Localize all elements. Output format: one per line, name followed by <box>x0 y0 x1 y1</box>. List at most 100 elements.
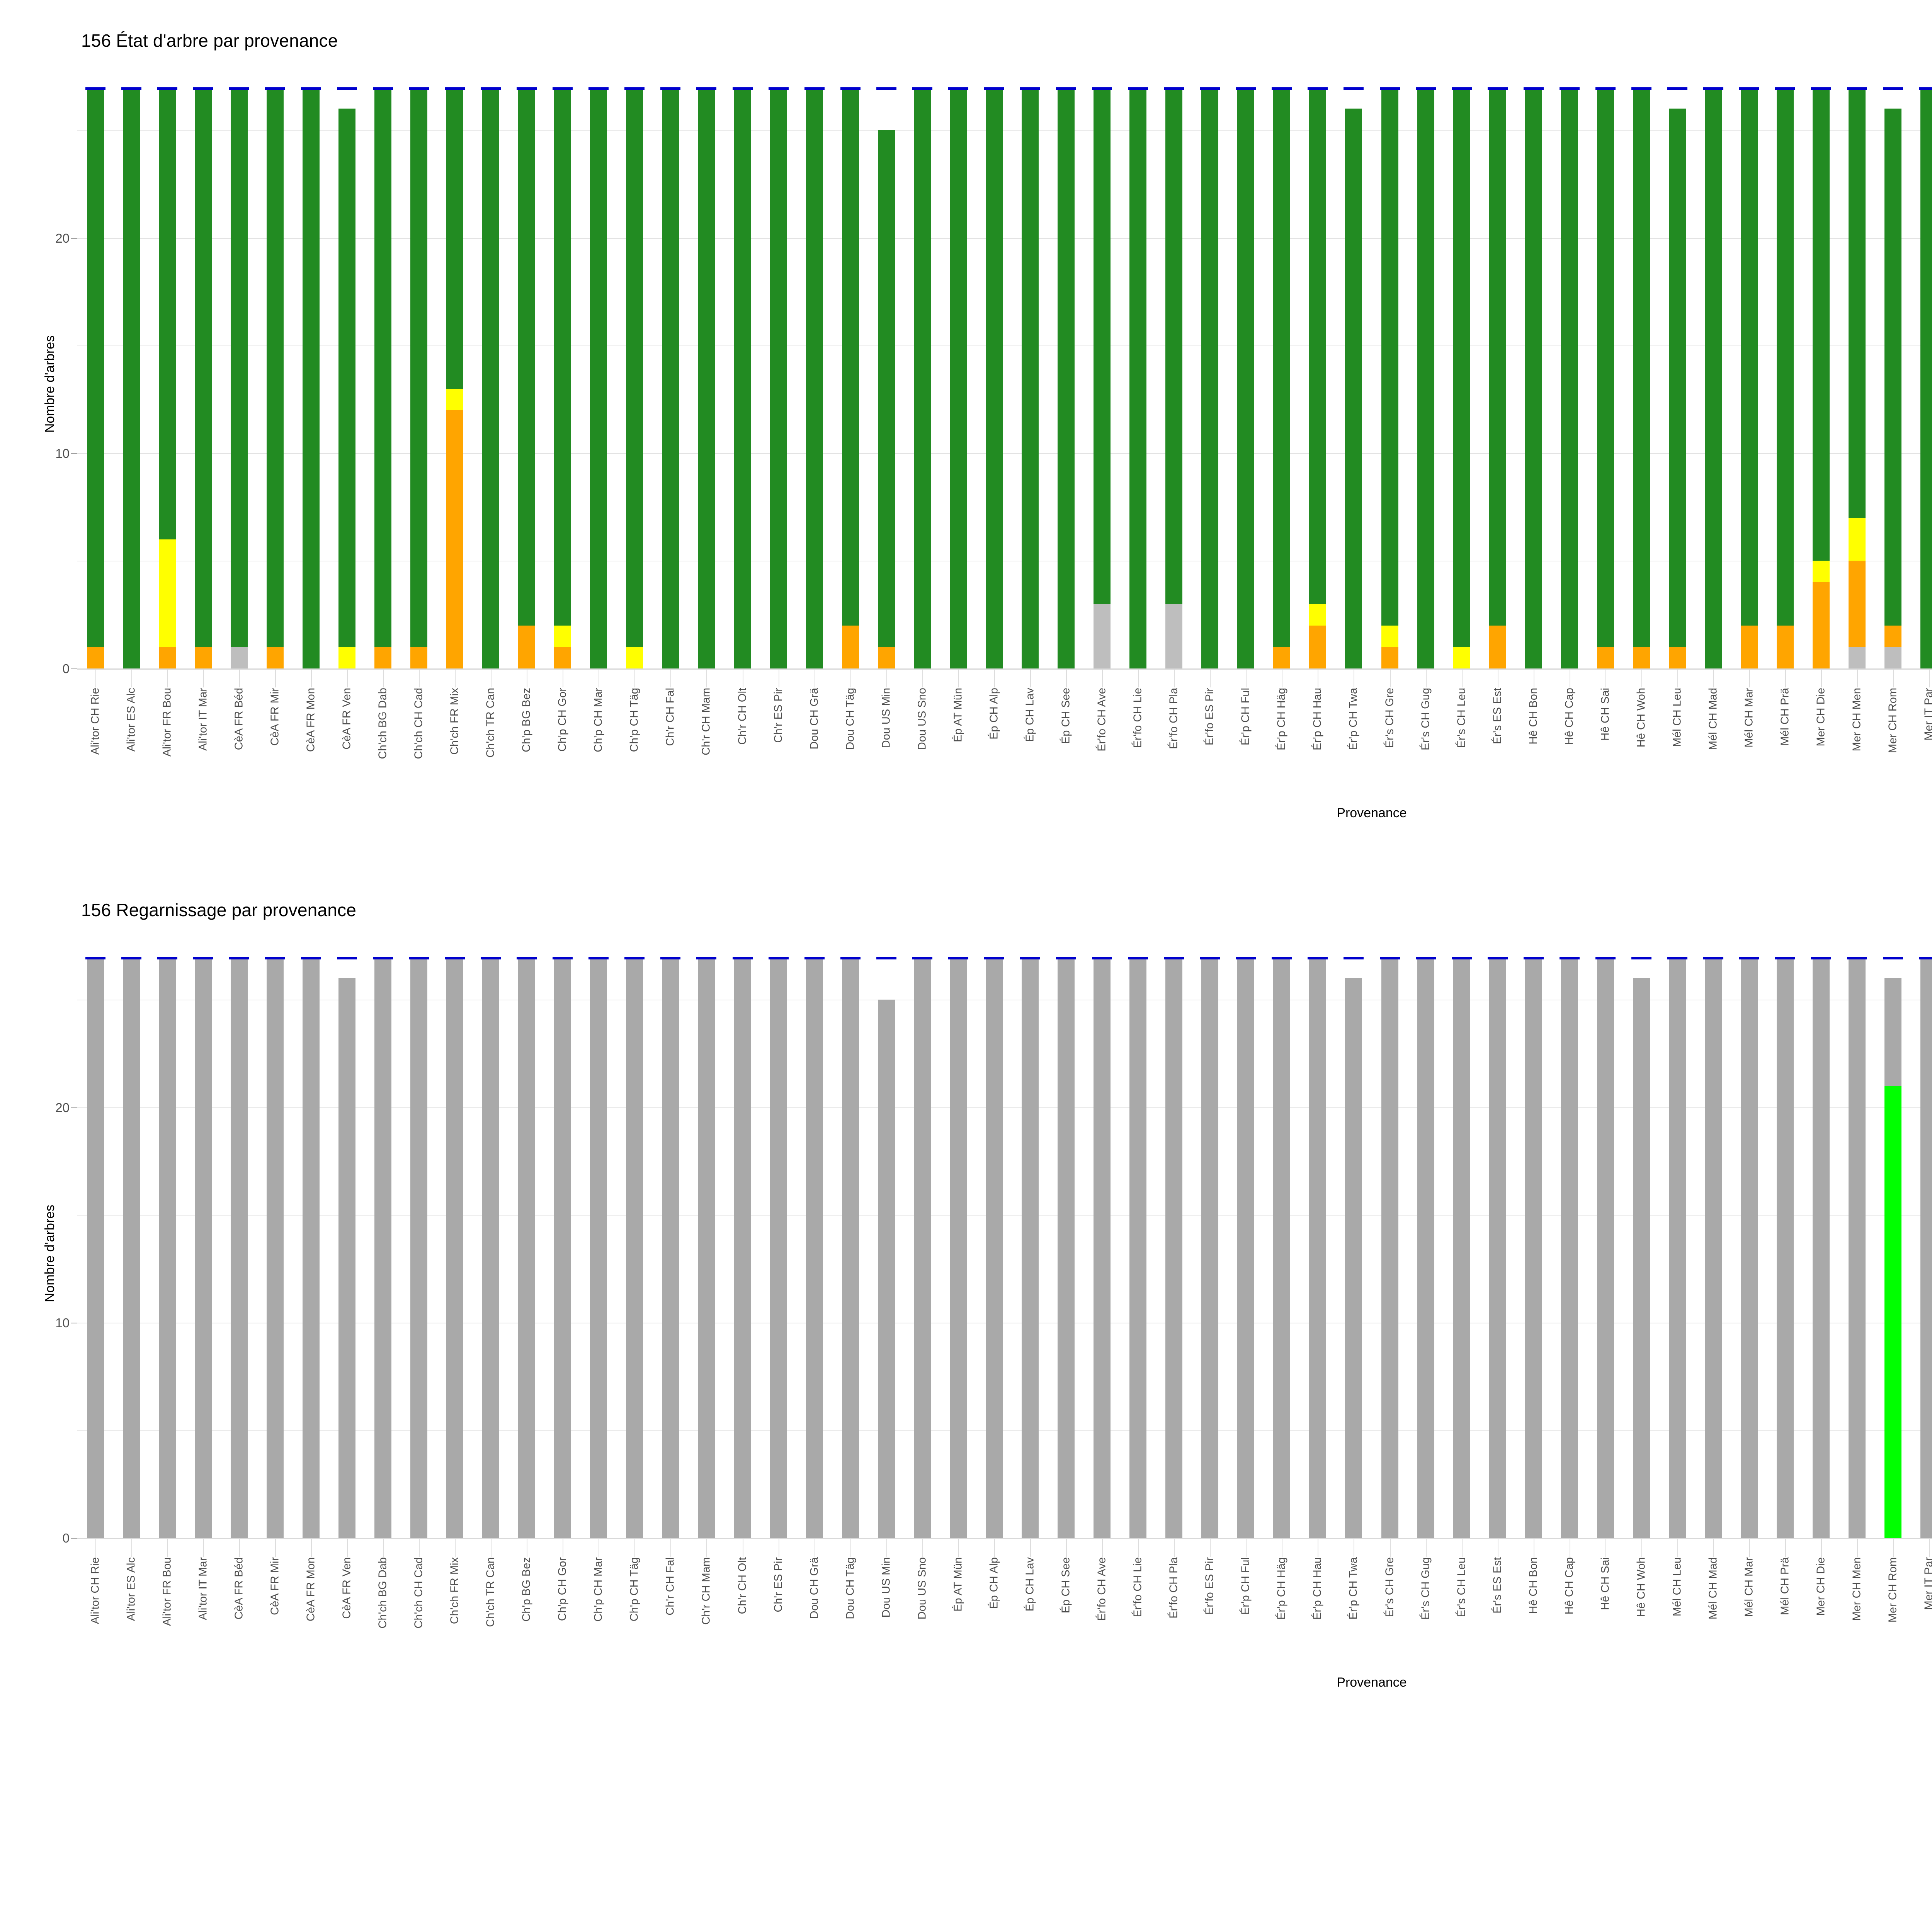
bar-etat[interactable] <box>985 66 1003 668</box>
bar-reg[interactable] <box>842 935 859 1538</box>
bar-reg[interactable] <box>878 935 895 1538</box>
bar-reg[interactable] <box>1849 935 1866 1538</box>
bar-etat[interactable] <box>913 66 931 668</box>
bar-reg[interactable] <box>1561 935 1578 1538</box>
bar-reg[interactable] <box>1381 935 1398 1538</box>
bar-reg[interactable] <box>698 935 715 1538</box>
bar-reg[interactable] <box>446 935 464 1538</box>
bar-etat[interactable] <box>1561 66 1578 668</box>
bar-reg[interactable] <box>338 935 355 1538</box>
bar-reg[interactable] <box>302 935 320 1538</box>
bar-etat[interactable] <box>194 66 212 668</box>
bar-reg[interactable] <box>482 935 500 1538</box>
bar-reg[interactable] <box>374 935 391 1538</box>
bar-reg[interactable] <box>1813 935 1830 1538</box>
bar-etat[interactable] <box>338 66 355 668</box>
bar-reg[interactable] <box>770 935 787 1538</box>
bar-etat[interactable] <box>1309 66 1327 668</box>
bar-reg[interactable] <box>1417 935 1434 1538</box>
bar-etat[interactable] <box>770 66 787 668</box>
bar-reg[interactable] <box>194 935 212 1538</box>
bar-reg[interactable] <box>662 935 679 1538</box>
bar-etat[interactable] <box>1129 66 1147 668</box>
bar-etat[interactable] <box>1417 66 1434 668</box>
bar-etat[interactable] <box>842 66 859 668</box>
bar-reg[interactable] <box>1094 935 1111 1538</box>
bar-etat[interactable] <box>1813 66 1830 668</box>
bar-reg[interactable] <box>1777 935 1794 1538</box>
bar-etat[interactable] <box>1453 66 1470 668</box>
bar-etat[interactable] <box>302 66 320 668</box>
bar-etat[interactable] <box>446 66 464 668</box>
bar-reg[interactable] <box>806 935 823 1538</box>
bar-etat[interactable] <box>410 66 428 668</box>
bar-etat[interactable] <box>806 66 823 668</box>
bar-etat[interactable] <box>1237 66 1255 668</box>
bar-etat[interactable] <box>949 66 967 668</box>
bar-etat[interactable] <box>1165 66 1183 668</box>
bar-reg[interactable] <box>158 935 176 1538</box>
bar-etat[interactable] <box>1201 66 1219 668</box>
bar-etat[interactable] <box>87 66 104 668</box>
bar-etat[interactable] <box>1741 66 1758 668</box>
bar-reg[interactable] <box>554 935 571 1538</box>
bar-etat[interactable] <box>1058 66 1075 668</box>
bar-reg[interactable] <box>1668 935 1686 1538</box>
bar-reg[interactable] <box>266 935 284 1538</box>
bar-reg[interactable] <box>1489 935 1506 1538</box>
bar-reg[interactable] <box>1741 935 1758 1538</box>
bar-reg[interactable] <box>1201 935 1219 1538</box>
bar-etat[interactable] <box>482 66 500 668</box>
bar-reg[interactable] <box>518 935 536 1538</box>
bar-reg[interactable] <box>1453 935 1470 1538</box>
bar-etat[interactable] <box>1668 66 1686 668</box>
bar-reg[interactable] <box>122 935 140 1538</box>
bar-reg[interactable] <box>913 935 931 1538</box>
bar-etat[interactable] <box>878 66 895 668</box>
bar-etat[interactable] <box>1884 66 1902 668</box>
bar-etat[interactable] <box>158 66 176 668</box>
bar-reg[interactable] <box>1165 935 1183 1538</box>
bar-reg[interactable] <box>1920 935 1932 1538</box>
bar-reg[interactable] <box>410 935 428 1538</box>
bar-etat[interactable] <box>734 66 751 668</box>
bar-etat[interactable] <box>518 66 536 668</box>
bar-etat[interactable] <box>1345 66 1362 668</box>
bar-reg[interactable] <box>1273 935 1291 1538</box>
bar-reg[interactable] <box>1021 935 1039 1538</box>
bar-etat[interactable] <box>1525 66 1542 668</box>
bar-reg[interactable] <box>87 935 104 1538</box>
bar-etat[interactable] <box>1597 66 1614 668</box>
bar-reg[interactable] <box>590 935 607 1538</box>
bar-reg[interactable] <box>1237 935 1255 1538</box>
bar-etat[interactable] <box>1094 66 1111 668</box>
bar-etat[interactable] <box>554 66 571 668</box>
bar-etat[interactable] <box>1489 66 1506 668</box>
bar-etat[interactable] <box>1021 66 1039 668</box>
bar-reg[interactable] <box>230 935 248 1538</box>
bar-reg[interactable] <box>1705 935 1722 1538</box>
bar-etat[interactable] <box>122 66 140 668</box>
bar-reg[interactable] <box>1597 935 1614 1538</box>
bar-etat[interactable] <box>1777 66 1794 668</box>
bar-etat[interactable] <box>1849 66 1866 668</box>
bar-reg[interactable] <box>1345 935 1362 1538</box>
bar-reg[interactable] <box>985 935 1003 1538</box>
bar-reg[interactable] <box>1525 935 1542 1538</box>
bar-etat[interactable] <box>626 66 643 668</box>
bar-reg[interactable] <box>1129 935 1147 1538</box>
bar-etat[interactable] <box>230 66 248 668</box>
bar-reg[interactable] <box>1884 935 1902 1538</box>
bar-reg[interactable] <box>1633 935 1650 1538</box>
bar-reg[interactable] <box>626 935 643 1538</box>
bar-etat[interactable] <box>266 66 284 668</box>
bar-etat[interactable] <box>698 66 715 668</box>
bar-reg[interactable] <box>734 935 751 1538</box>
bar-etat[interactable] <box>1633 66 1650 668</box>
bar-etat[interactable] <box>1705 66 1722 668</box>
bar-etat[interactable] <box>662 66 679 668</box>
bar-reg[interactable] <box>949 935 967 1538</box>
bar-reg[interactable] <box>1309 935 1327 1538</box>
bar-etat[interactable] <box>1273 66 1291 668</box>
bar-etat[interactable] <box>590 66 607 668</box>
